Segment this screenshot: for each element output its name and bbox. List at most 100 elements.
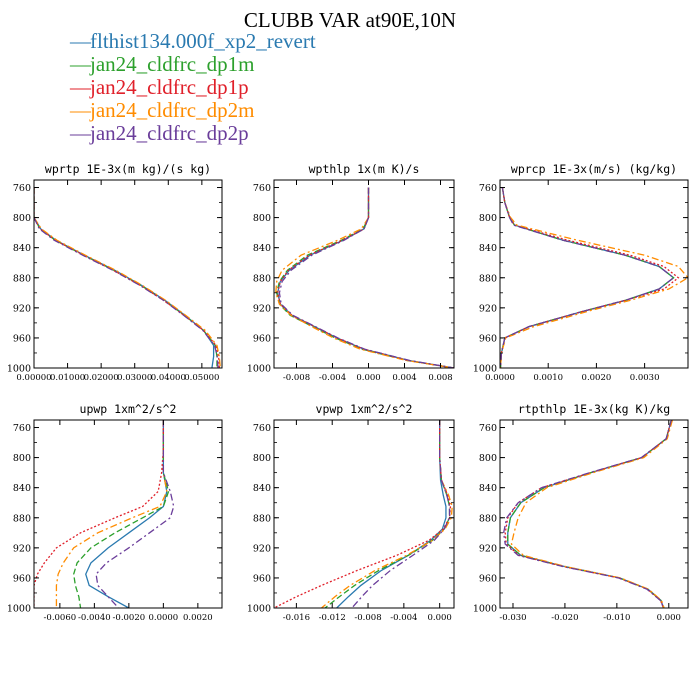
y-tick-label: 760 — [13, 423, 31, 434]
series-line-1 — [85, 420, 168, 608]
x-tick-label: -0.008 — [283, 373, 310, 383]
legend-item: —flthist134.000f_xp2_revert — [70, 30, 316, 53]
series-line-5 — [500, 187, 675, 368]
x-tick-label: 0.000 — [427, 613, 451, 623]
x-tick-label: 0.000 — [657, 613, 681, 623]
y-tick-label: 1000 — [473, 364, 497, 375]
x-tick-label: -0.004 — [319, 373, 346, 383]
x-tick-label: -0.010 — [603, 613, 630, 623]
y-tick-label: 1000 — [247, 604, 271, 615]
y-tick-label: 800 — [479, 453, 497, 464]
y-tick-label: 920 — [253, 543, 271, 554]
x-tick-label: 0.0020 — [183, 613, 213, 623]
legend-line-icon: — — [70, 121, 91, 145]
legend: —flthist134.000f_xp2_revert —jan24_cldfr… — [70, 30, 316, 145]
chart-panel: upwp 1xm^2/s^2 760 800 840 880 920 960 1000 -0.0… — [7, 402, 223, 623]
chart-panel: wpthlp 1x(m K)/s 760 800 840 880 920 960 1000 -0… — [247, 162, 455, 383]
series-line-3 — [500, 187, 680, 368]
y-tick-label: 920 — [253, 303, 271, 314]
series-line-4 — [500, 187, 688, 368]
y-tick-label: 760 — [13, 183, 31, 194]
chart-panel: wprcp 1E-3x(m/s) (kg/kg) 760 800 840 880 920 9… — [473, 162, 689, 383]
y-tick-label: 960 — [479, 573, 497, 584]
series-line-3 — [276, 187, 454, 368]
plot-frame — [33, 179, 223, 369]
x-tick-label: -0.016 — [283, 613, 310, 623]
x-tick-label: -0.012 — [319, 613, 346, 623]
x-tick-label: 0.0010 — [533, 373, 563, 383]
x-tick-label: 0.00000 — [16, 373, 51, 383]
y-tick-label: 760 — [253, 183, 271, 194]
legend-line-icon: — — [70, 29, 91, 53]
series-line-4 — [55, 420, 168, 608]
y-tick-label: 960 — [13, 573, 31, 584]
series-line-4 — [510, 420, 674, 608]
legend-line-icon: — — [70, 75, 91, 99]
y-tick-label: 800 — [13, 213, 31, 224]
y-tick-label: 760 — [253, 423, 271, 434]
plot-frame — [499, 179, 689, 369]
y-tick-label: 880 — [13, 273, 31, 284]
x-tick-label: -0.0060 — [44, 613, 77, 623]
y-tick-label: 840 — [13, 483, 31, 494]
y-tick-label: 800 — [13, 453, 31, 464]
y-tick-label: 880 — [253, 273, 271, 284]
series-line-5 — [34, 187, 219, 368]
y-tick-label: 880 — [479, 273, 497, 284]
series-line-1 — [276, 187, 454, 368]
chart-panel: vpwp 1xm^2/s^2 760 800 840 880 920 960 1000 -0.0… — [247, 402, 455, 623]
panel-title: rtpthlp 1E-3x(kg K)/kg — [518, 402, 670, 416]
legend-item: —jan24_cldfrc_dp1m — [70, 53, 316, 76]
y-tick-label: 1000 — [7, 364, 31, 375]
y-tick-label: 920 — [479, 303, 497, 314]
y-tick-label: 840 — [479, 243, 497, 254]
x-tick-label: 0.0000 — [148, 613, 178, 623]
series-line-1 — [34, 187, 215, 368]
legend-label: flthist134.000f_xp2_revert — [90, 29, 316, 53]
legend-label: jan24_cldfrc_dp1p — [90, 75, 249, 99]
legend-label: jan24_cldfrc_dp1m — [90, 52, 255, 76]
y-tick-label: 960 — [253, 573, 271, 584]
plot-frame — [33, 419, 223, 609]
y-tick-label: 840 — [13, 243, 31, 254]
legend-label: jan24_cldfrc_dp2m — [90, 98, 255, 122]
y-tick-label: 880 — [479, 513, 497, 524]
series-line-2 — [507, 420, 673, 608]
chart-panel: wprtp 1E-3x(m kg)/(s kg) 760 800 840 880 920 9… — [7, 162, 223, 383]
y-tick-label: 920 — [479, 543, 497, 554]
y-tick-label: 1000 — [7, 604, 31, 615]
x-tick-label: 0.0030 — [630, 373, 660, 383]
x-tick-label: 0.02000 — [84, 373, 119, 383]
panel-title: wprtp 1E-3x(m kg)/(s kg) — [45, 162, 211, 176]
series-line-4 — [321, 420, 453, 608]
x-tick-label: -0.008 — [354, 613, 381, 623]
legend-line-icon: — — [70, 98, 91, 122]
x-tick-label: 0.05000 — [184, 373, 219, 383]
y-tick-label: 880 — [13, 513, 31, 524]
series-line-2 — [276, 187, 454, 368]
x-tick-label: 0.0000 — [485, 373, 515, 383]
x-tick-label: -0.0020 — [113, 613, 146, 623]
legend-item: —jan24_cldfrc_dp1p — [70, 76, 316, 99]
x-tick-label: -0.0040 — [78, 613, 111, 623]
legend-item: —jan24_cldfrc_dp2p — [70, 122, 316, 145]
series-line-1 — [500, 187, 675, 368]
series-line-5 — [351, 420, 451, 608]
x-tick-label: 0.000 — [356, 373, 380, 383]
series-line-5 — [95, 420, 175, 608]
y-tick-label: 960 — [479, 333, 497, 344]
x-tick-label: -0.030 — [499, 613, 526, 623]
series-line-5 — [278, 187, 454, 368]
plot-frame — [499, 419, 689, 609]
x-tick-label: 0.004 — [392, 373, 416, 383]
legend-label: jan24_cldfrc_dp2p — [90, 121, 249, 145]
panel-title: vpwp 1xm^2/s^2 — [316, 402, 413, 416]
y-tick-label: 960 — [13, 333, 31, 344]
legend-item: —jan24_cldfrc_dp2m — [70, 99, 316, 122]
series-line-1 — [336, 420, 447, 608]
y-tick-label: 880 — [253, 513, 271, 524]
y-tick-label: 760 — [479, 183, 497, 194]
y-tick-label: 840 — [253, 243, 271, 254]
panel-title: upwp 1xm^2/s^2 — [80, 402, 177, 416]
